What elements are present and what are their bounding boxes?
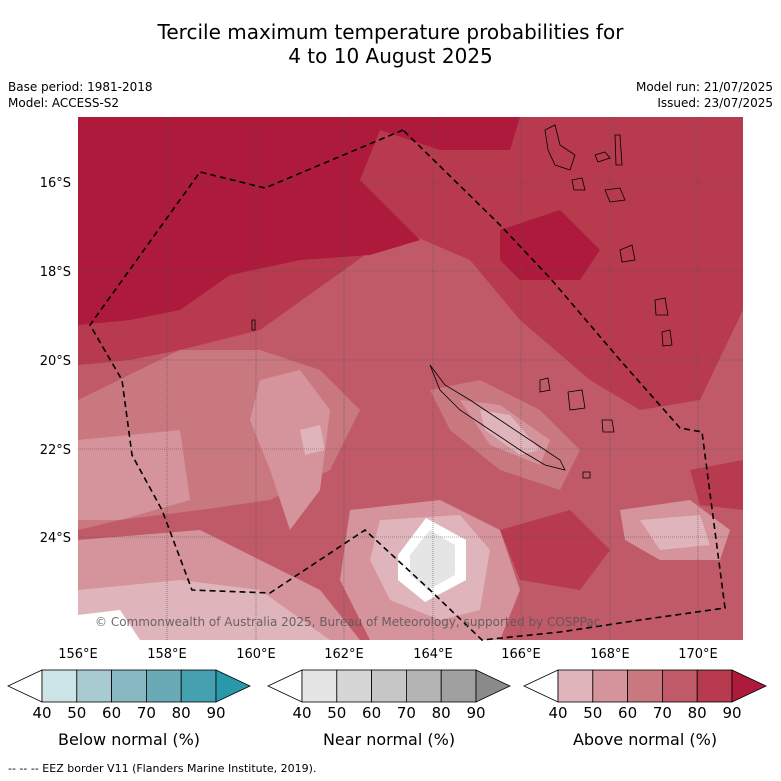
colorbar-segment — [180, 669, 217, 703]
colorbar-segment — [145, 669, 182, 703]
lat-tick: 16°S — [40, 176, 71, 191]
colorbar — [267, 669, 511, 703]
colorbar-title: Above normal (%) — [572, 730, 718, 749]
colorbar-segment — [440, 669, 477, 703]
lon-tick: 164°E — [413, 647, 453, 662]
meta-left: Base period: 1981-2018 Model: ACCESS-S2 — [8, 79, 153, 111]
colorbar-segment — [662, 669, 698, 703]
lon-tick: 160°E — [236, 647, 276, 662]
colorbar-extend-high — [731, 669, 767, 703]
colorbar-segment — [592, 669, 628, 703]
colorbar-segment — [76, 669, 113, 703]
lon-tick: 162°E — [324, 647, 364, 662]
colorbar-extend-low — [523, 669, 559, 703]
lat-tick: 20°S — [40, 354, 71, 369]
colorbar-tick: 80 — [687, 704, 707, 722]
model-name: Model: ACCESS-S2 — [8, 96, 120, 110]
lon-tick: 156°E — [58, 647, 98, 662]
title-line-1: Tercile maximum temperature probabilitie… — [157, 20, 624, 44]
colorbar-tick: 60 — [102, 704, 122, 722]
colorbar-tick: 50 — [67, 704, 87, 722]
colorbar-segment — [371, 669, 407, 703]
colorbar — [7, 669, 251, 703]
coastlines — [251, 124, 673, 479]
colorbar-extend-low — [7, 669, 43, 703]
map-title: Tercile maximum temperature probabilitie… — [0, 20, 781, 68]
colorbar-tick: 70 — [652, 704, 672, 722]
colorbar-tick: 60 — [362, 704, 382, 722]
colorbar-segment — [301, 669, 338, 703]
issued-date: Issued: 23/07/2025 — [657, 96, 773, 110]
colorbars — [7, 669, 767, 703]
colorbar-segment — [111, 669, 147, 703]
colorbar-tick: 90 — [206, 704, 226, 722]
eez-border — [89, 129, 726, 641]
colorbar-segment — [405, 669, 442, 703]
map: © Commonwealth of Australia 2025, Bureau… — [40, 117, 743, 662]
colorbar-extend-high — [475, 669, 511, 703]
graticule — [78, 117, 743, 640]
lat-tick: 18°S — [40, 265, 71, 280]
colorbar-segment — [696, 669, 733, 703]
lon-tick: 166°E — [501, 647, 541, 662]
probability-field — [78, 117, 743, 640]
colorbar — [523, 669, 767, 703]
colorbar-tick: 90 — [466, 704, 486, 722]
colorbar-tick: 80 — [431, 704, 451, 722]
colorbar-extend-high — [215, 669, 251, 703]
base-period: Base period: 1981-2018 — [8, 80, 153, 94]
title-line-2: 4 to 10 August 2025 — [288, 44, 493, 68]
model-run: Model run: 21/07/2025 — [635, 80, 773, 94]
lat-tick: 24°S — [40, 531, 71, 546]
colorbar-tick: 60 — [618, 704, 638, 722]
colorbar-tick: 40 — [548, 704, 568, 722]
lon-ticks: 156°E 158°E 160°E 162°E 164°E 166°E 168°… — [58, 647, 718, 662]
lat-tick: 22°S — [40, 443, 71, 458]
colorbar-title: Below normal (%) — [57, 730, 201, 749]
lon-tick: 168°E — [590, 647, 630, 662]
colorbar-extend-low — [267, 669, 303, 703]
colorbar-tick: 50 — [583, 704, 603, 722]
lon-tick: 170°E — [678, 647, 718, 662]
copyright-text: © Commonwealth of Australia 2025, Bureau… — [95, 615, 600, 629]
colorbar-segment — [41, 669, 78, 703]
colorbar-title: Near normal (%) — [322, 730, 456, 749]
colorbar-tick: 70 — [396, 704, 416, 722]
colorbar-tick: 40 — [292, 704, 312, 722]
colorbar-tick: 90 — [722, 704, 742, 722]
colorbar-segment — [557, 669, 594, 703]
colorbar-tick: 80 — [171, 704, 191, 722]
colorbar-tick: 70 — [136, 704, 156, 722]
colorbar-segment — [336, 669, 372, 703]
footer-note: -- -- -- EEZ border V11 (Flanders Marine… — [8, 762, 317, 775]
meta-right: Model run: 21/07/2025 Issued: 23/07/2025 — [636, 79, 773, 111]
lat-ticks: 16°S 18°S 20°S 22°S 24°S — [40, 176, 71, 546]
lon-tick: 158°E — [147, 647, 187, 662]
colorbar-tick: 40 — [32, 704, 52, 722]
colorbar-tick: 50 — [327, 704, 347, 722]
colorbar-segment — [627, 669, 663, 703]
